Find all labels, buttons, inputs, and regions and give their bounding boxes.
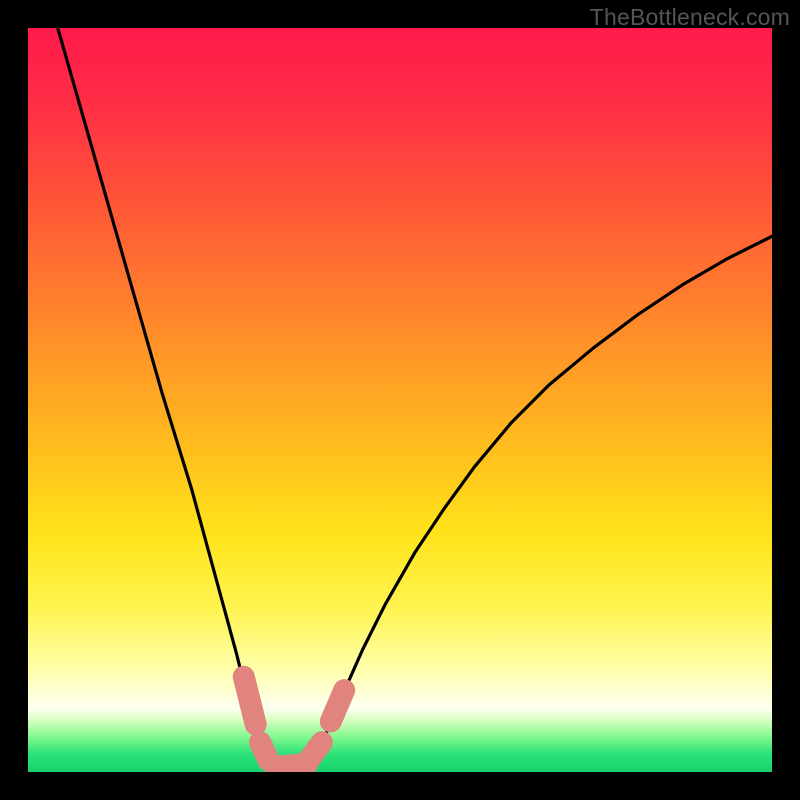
chart-frame: TheBottleneck.com <box>0 0 800 800</box>
watermark-text: TheBottleneck.com <box>590 4 790 31</box>
bottleneck-curve-chart <box>0 0 800 800</box>
